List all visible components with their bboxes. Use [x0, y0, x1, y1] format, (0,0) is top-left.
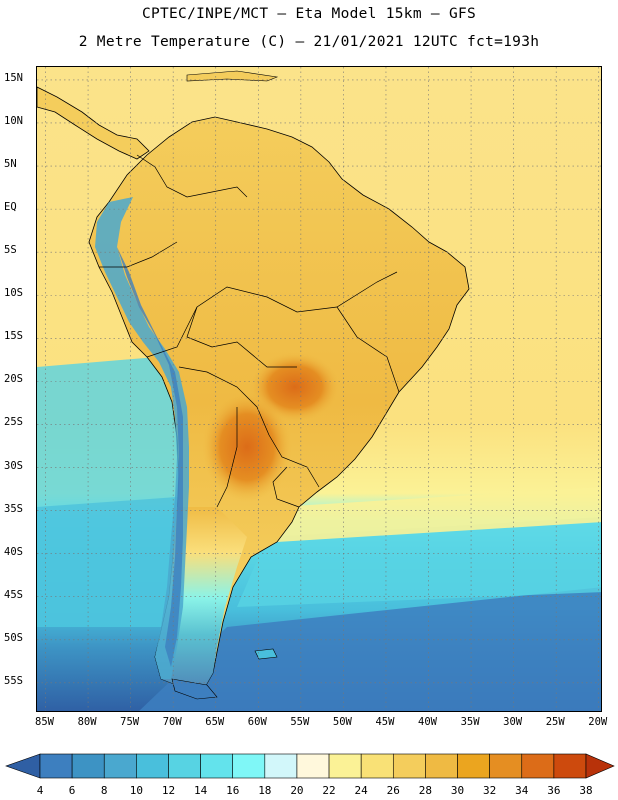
lon-tick-label: 25W: [545, 716, 565, 728]
lat-tick-label: 15N: [4, 71, 23, 84]
lat-tick-label: 10S: [4, 287, 23, 300]
lon-tick-label: 70W: [162, 716, 182, 728]
colorbar-swatch: [232, 753, 266, 779]
colorbar-swatch: [328, 753, 362, 779]
colorbar-level-label: 8: [100, 784, 108, 797]
colorbar-level-label: 36: [547, 784, 561, 797]
caribbean-islands: [186, 70, 279, 82]
lon-tick-label: 75W: [120, 716, 140, 728]
lon-tick-label: 50W: [332, 716, 352, 728]
tierra-del-fuego: [171, 678, 218, 700]
lon-tick-label: 20W: [588, 716, 608, 728]
colorbar-arrow-high: [585, 753, 615, 779]
hot-core-south: [202, 392, 292, 502]
colorbar-swatch: [71, 753, 105, 779]
south-atlantic-mild: [277, 487, 601, 542]
lat-tick-label: 30S: [4, 459, 23, 472]
country-borders: [99, 154, 400, 508]
lat-tick-label: 5S: [4, 244, 17, 257]
colorbar-swatch: [425, 753, 458, 779]
colorbar-level-label: 22: [322, 784, 336, 797]
lat-tick-label: EQ: [4, 201, 17, 214]
lat-tick-label: 55S: [4, 674, 23, 687]
lat-tick-label: 50S: [4, 631, 23, 644]
colorbar-level-label: 32: [483, 784, 497, 797]
andes-cold-strip: [95, 197, 189, 679]
colorbar-level-label: 24: [354, 784, 368, 797]
lon-tick-label: 55W: [290, 716, 310, 728]
colorbar-swatch: [553, 753, 587, 779]
colorbar-arrow-low: [5, 753, 41, 779]
temperature-map: [37, 67, 601, 711]
map-plot-area: [36, 66, 602, 712]
colorbar-swatch: [39, 753, 73, 779]
colorbar-level-label: 12: [161, 784, 176, 797]
chart-title-line2: 2 Metre Temperature (C) – 21/01/2021 12U…: [78, 34, 540, 50]
lon-tick-label: 60W: [247, 716, 267, 728]
colorbar-level-label: 6: [68, 784, 76, 797]
colorbar-swatch: [168, 753, 201, 779]
colorbar-swatch: [489, 753, 523, 779]
lat-tick-label: 15S: [4, 330, 23, 343]
lon-tick-label: 40W: [418, 716, 437, 728]
colorbar-swatch: [200, 753, 234, 779]
colorbar-level-label: 26: [386, 784, 400, 797]
lon-tick-label: 35W: [460, 716, 480, 728]
colorbar-level-label: 20: [290, 784, 304, 797]
lat-tick-label: 40S: [4, 545, 23, 558]
colorbar-swatch: [136, 753, 169, 779]
lat-tick-label: 5N: [4, 158, 17, 171]
colorbar-level-label: 38: [579, 784, 593, 797]
colorbar-swatch: [296, 753, 330, 779]
south-atlantic-cold: [139, 587, 601, 711]
south-atlantic-cool: [237, 517, 601, 607]
pacific-cold-region: [37, 497, 187, 627]
lat-tick-label: 25S: [4, 416, 23, 429]
colorbar-level-label: 16: [226, 784, 240, 797]
colorbar-swatch: [521, 753, 555, 779]
colorbar-swatch: [103, 753, 137, 779]
lat-tick-label: 10N: [4, 114, 23, 127]
lon-tick-label: 45W: [375, 716, 395, 728]
colorbar-level-label: 28: [418, 784, 433, 797]
colorbar-level-label: 10: [129, 784, 143, 797]
lat-tick-label: 20S: [4, 373, 23, 386]
falkland-islands: [254, 648, 278, 660]
lon-tick-label: 85W: [35, 716, 54, 728]
central-america: [37, 86, 150, 160]
colorbar-level-label: 14: [193, 784, 208, 797]
lat-tick-label: 45S: [4, 588, 23, 601]
colorbar-swatches: [5, 753, 615, 779]
andes-colder-core: [117, 247, 183, 667]
lat-tick-label: 35S: [4, 502, 23, 515]
colorbar-level-label: 34: [515, 784, 529, 797]
lon-tick-label: 65W: [205, 716, 225, 728]
colorbar-swatch: [264, 753, 298, 779]
colorbar-swatch: [360, 753, 394, 779]
colorbar-swatch: [457, 753, 490, 779]
lon-tick-label: 80W: [77, 716, 97, 728]
chart-title-line1: CPTEC/INPE/MCT – Eta Model 15km – GFS: [141, 6, 477, 22]
colorbar-level-label: 18: [258, 784, 272, 797]
colorbar-level-label: 30: [450, 784, 465, 797]
colorbar-swatch: [392, 753, 426, 779]
lon-tick-label: 30W: [503, 716, 523, 728]
colorbar-level-label: 4: [36, 784, 44, 797]
